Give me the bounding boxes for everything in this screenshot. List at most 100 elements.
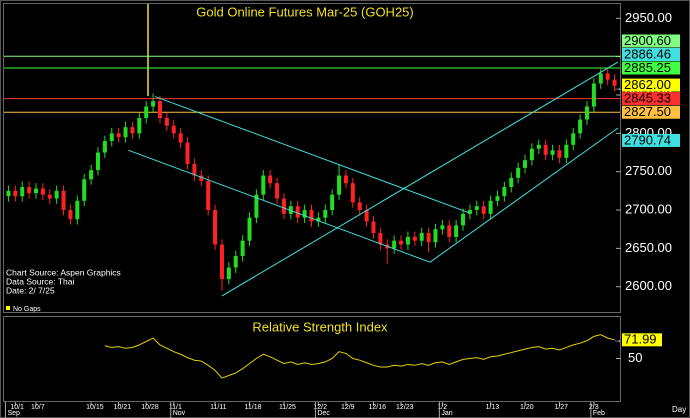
x-tick-label: 11/18	[245, 404, 262, 411]
level-label-bg	[622, 92, 680, 106]
candle-body	[350, 183, 355, 203]
candle-body	[467, 210, 472, 214]
period-label: Day	[672, 405, 686, 414]
candle-body	[343, 175, 348, 184]
level-label: 2845.33	[624, 91, 671, 106]
x-tick-label: 1/27	[554, 404, 568, 411]
x-tick-label: 1/13	[486, 404, 500, 411]
candle-body	[95, 152, 100, 171]
x-tick-label: 11/25	[279, 404, 296, 411]
candle-body	[516, 167, 521, 178]
candle-body	[178, 133, 183, 143]
candle-body	[13, 190, 18, 197]
candle-body	[481, 206, 486, 214]
level-label-bg	[622, 34, 680, 48]
level-label: 2886.46	[624, 46, 671, 61]
candle-body	[171, 125, 176, 134]
chart-title: Gold Online Futures Mar-25 (GOH25)	[196, 4, 413, 19]
x-tick-label: 1/2	[437, 404, 447, 411]
month-label: Jan	[441, 410, 452, 417]
candle-body	[419, 233, 424, 241]
level-label-bg	[622, 105, 680, 119]
candle-body	[185, 142, 190, 165]
level-label-bg	[622, 61, 680, 75]
candle-body	[261, 175, 266, 195]
x-tick-label: 12/23	[396, 404, 414, 411]
candle-body	[502, 187, 507, 197]
level-label: 2900.60	[624, 33, 671, 48]
candle-body	[591, 83, 596, 107]
candle-body	[440, 225, 445, 230]
candle-body	[157, 101, 162, 119]
gap-note: No Gaps	[13, 306, 41, 313]
month-label: Feb	[593, 410, 605, 417]
x-tick-label: 11/1	[169, 404, 182, 411]
candle-body	[605, 73, 610, 80]
candle-body	[337, 175, 342, 195]
candle-body	[192, 164, 197, 176]
candle-body	[461, 213, 466, 226]
month-label: Sep	[7, 410, 20, 417]
trendline	[221, 61, 619, 297]
rsi-label: 71.99	[624, 332, 657, 347]
x-tick-label: 10/1	[10, 404, 24, 411]
candle-body	[206, 180, 211, 211]
candle-body	[488, 200, 493, 214]
candle-body	[233, 256, 238, 268]
candle-body	[295, 206, 300, 218]
candle-body	[454, 225, 459, 237]
candle-body	[102, 141, 107, 153]
y-tick-label: 2750.00	[625, 163, 672, 178]
candle-body	[585, 106, 590, 120]
trendline	[429, 127, 619, 263]
candle-body	[598, 73, 603, 84]
candle-body	[371, 221, 376, 234]
month-label: Nov	[173, 410, 186, 417]
y-tick-label: 50	[628, 350, 642, 365]
candle-body	[378, 233, 383, 245]
x-tick-label: 10/21	[114, 404, 132, 411]
candle-body	[405, 236, 410, 245]
x-tick-label: 10/15	[86, 404, 104, 411]
candle-body	[412, 236, 417, 241]
candle-body	[33, 188, 38, 194]
candle-body	[268, 175, 273, 184]
candle-body	[529, 148, 534, 161]
note: Chart Source: Aspen Graphics	[6, 267, 121, 277]
price-arrow: →	[613, 82, 622, 92]
candle-body	[130, 127, 135, 134]
rsi-label-bg	[622, 333, 662, 347]
gap-icon	[6, 306, 10, 310]
candle-body	[54, 190, 59, 199]
candle-body	[323, 210, 328, 218]
y-tick-label: 2950.00	[625, 10, 672, 25]
candle-body	[309, 210, 314, 222]
candle-body	[543, 144, 548, 155]
candle-body	[226, 267, 231, 280]
candle-body	[123, 127, 128, 138]
y-tick-label: 2700.00	[625, 201, 672, 216]
rsi-arrow: →	[613, 334, 622, 344]
candle-body	[89, 170, 94, 180]
candle-body	[40, 188, 45, 195]
candle-body	[144, 106, 149, 119]
candle-body	[109, 133, 114, 142]
candle-body	[6, 190, 11, 197]
level-label: 2885.25	[624, 60, 671, 75]
candle-body	[392, 240, 397, 249]
candle-body	[612, 79, 617, 86]
candle-body	[564, 144, 569, 158]
note: Date: 2/ 7/25	[6, 285, 55, 295]
trendline	[128, 149, 431, 263]
candle-body	[330, 194, 335, 211]
candle-body	[20, 187, 25, 197]
x-tick-label: 11/11	[210, 404, 227, 411]
candle-body	[578, 119, 583, 134]
x-tick-label: 12/2	[313, 404, 327, 411]
candle-body	[75, 200, 80, 220]
x-tick-label: 10/7	[31, 404, 45, 411]
month-label: Dec	[317, 410, 330, 417]
